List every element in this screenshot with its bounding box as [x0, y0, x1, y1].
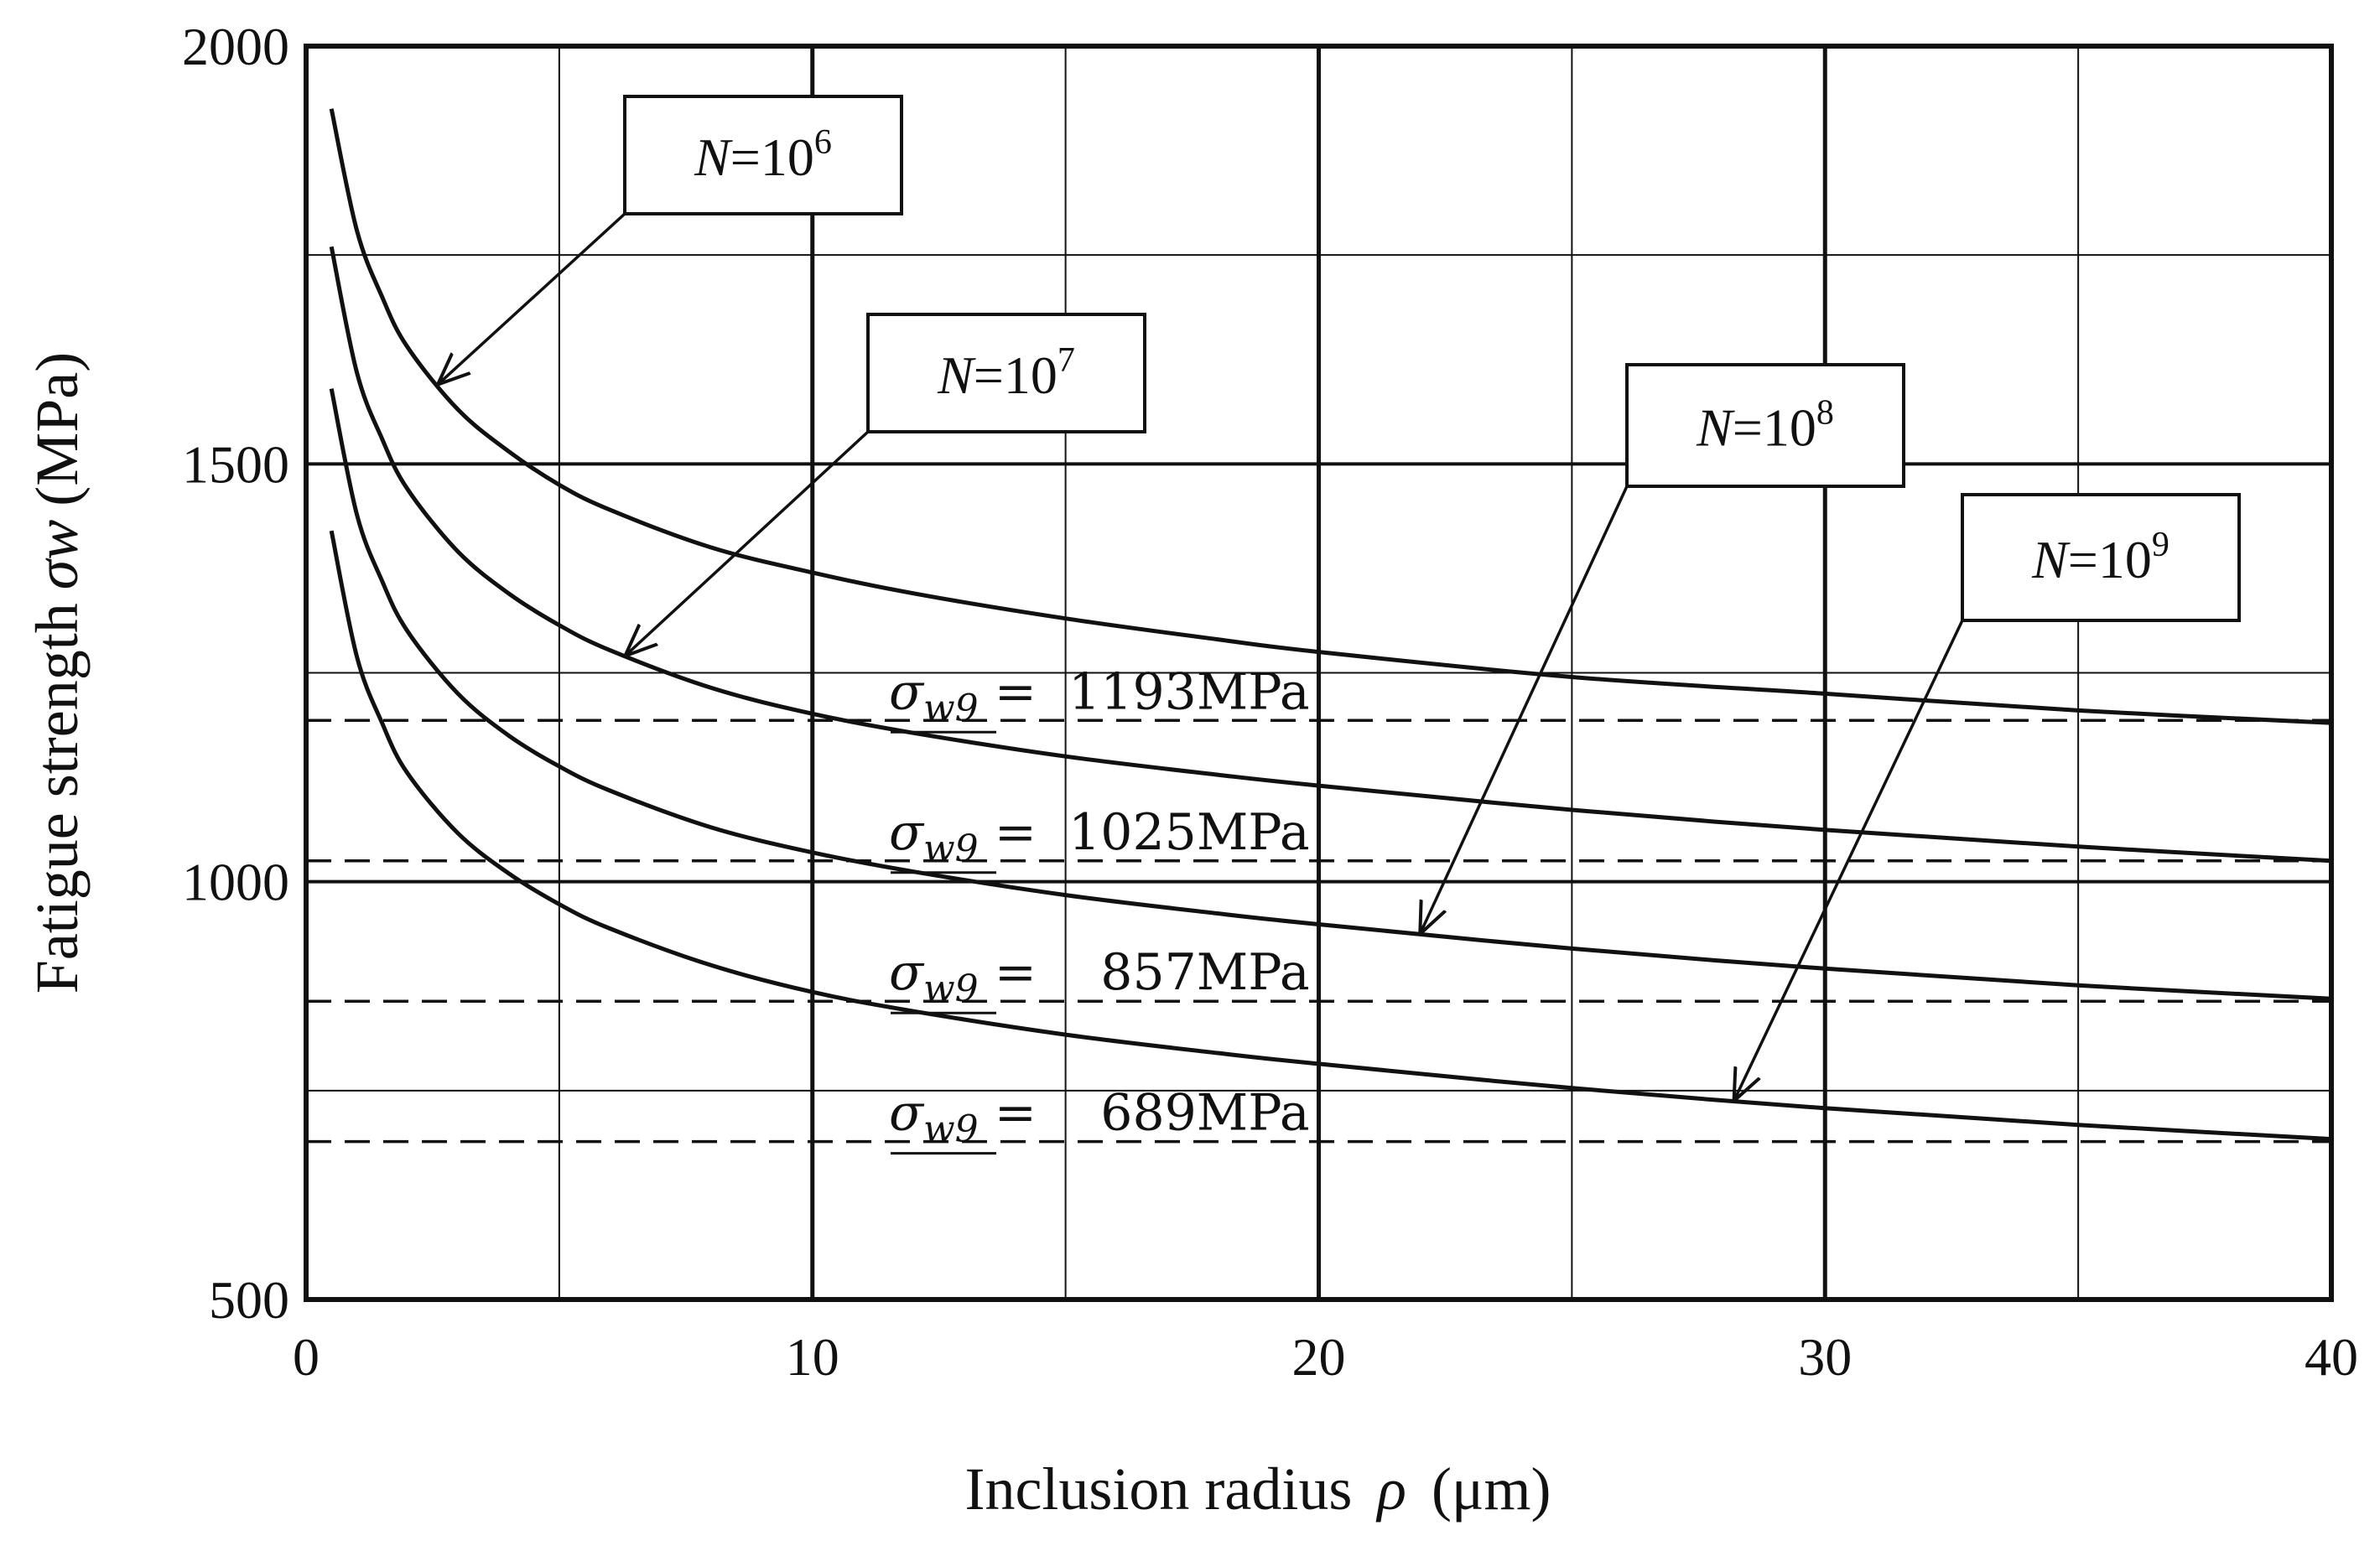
series-line-n10-8 [329, 388, 2332, 1001]
annotation-label: N=107 [937, 341, 1075, 405]
reference-label: σw9 = 857MPa [889, 943, 1310, 1010]
x-tick-label: 0 [293, 1327, 320, 1387]
reference-label: σw9 = 689MPa [889, 1084, 1310, 1151]
reference-label-subscript: w9 [923, 827, 979, 870]
annotation-box [1625, 363, 1905, 488]
y-tick-label: 500 [209, 1270, 289, 1330]
series-line-n10-9 [329, 530, 2332, 1142]
reference-label-sigma: σ [889, 1084, 925, 1143]
series-line-n10-6 [329, 108, 2332, 725]
tick-labels: 0 10 20 30 40 500 1000 1500 2000 [182, 17, 2358, 1387]
reference-label-value: 689MPa [1100, 1084, 1309, 1143]
annotation-arrow [625, 430, 870, 656]
annotation-arrow [438, 212, 626, 385]
annotation-label: N=108 [1696, 394, 1834, 458]
annotation-label-base: N [2031, 530, 2071, 589]
reference-label-eq: = [979, 1084, 1101, 1143]
x-axis-title: Inclusion radius ρ (μm) [964, 1455, 1551, 1523]
annotation-label-eq: =10 [1733, 398, 1816, 458]
annotation-arrow [1420, 485, 1629, 934]
annotation-label-exponent: 9 [2152, 526, 2170, 564]
y-tick-label: 2000 [182, 17, 289, 76]
y-tick-label: 1000 [182, 853, 289, 912]
reference-label-eq: = [979, 943, 1101, 1002]
reference-label-sigma: σ [889, 803, 925, 862]
reference-label-eq: = [979, 803, 1069, 862]
annotation-label: N=106 [694, 123, 832, 187]
reference-lines [306, 719, 2331, 1144]
reference-label-subscript: w9 [923, 687, 979, 729]
x-tick-label: 20 [1292, 1327, 1346, 1387]
reference-label-subscript: w9 [923, 1108, 979, 1151]
annotation-label-eq: =10 [974, 345, 1057, 405]
reference-label-value: 1025MPa [1068, 803, 1310, 862]
reference-label-value: 1193MPa [1068, 662, 1310, 721]
plot-frame [304, 44, 2334, 1302]
x-tick-label: 40 [2305, 1327, 2358, 1387]
reference-label: σw9 = 1193MPa [889, 662, 1310, 729]
annotation-label-exponent: 6 [814, 123, 832, 162]
reference-label-sigma: σ [889, 943, 925, 1002]
x-tick-label: 10 [786, 1327, 839, 1387]
reference-label-subscript: w9 [923, 968, 979, 1010]
annotation-box [623, 95, 903, 215]
grid-lines [304, 44, 2334, 1301]
reference-label-value: 857MPa [1100, 943, 1309, 1002]
annotation-arrow [1734, 620, 1964, 1101]
annotation-label-exponent: 7 [1057, 341, 1075, 380]
annotation-label: N=109 [2031, 526, 2170, 589]
x-tick-label: 30 [1798, 1327, 1852, 1387]
y-tick-label: 1500 [182, 434, 289, 494]
annotation-box [1961, 493, 2241, 622]
annotation-label-base: N [937, 345, 976, 405]
reference-label: σw9 = 1025MPa [889, 803, 1310, 870]
annotation-label-eq: =10 [2068, 530, 2152, 589]
reference-label-sigma: σ [889, 662, 925, 721]
annotation-label-exponent: 8 [1816, 394, 1834, 433]
annotation-label-base: N [1696, 398, 1735, 458]
y-axis-title: Fatigue strengthσw(MPa) [23, 352, 91, 993]
annotation-box [866, 313, 1146, 433]
data-series [329, 108, 2332, 1142]
annotation-label-base: N [694, 127, 733, 187]
annotation-label-eq: =10 [730, 127, 814, 187]
reference-label-eq: = [979, 662, 1069, 721]
